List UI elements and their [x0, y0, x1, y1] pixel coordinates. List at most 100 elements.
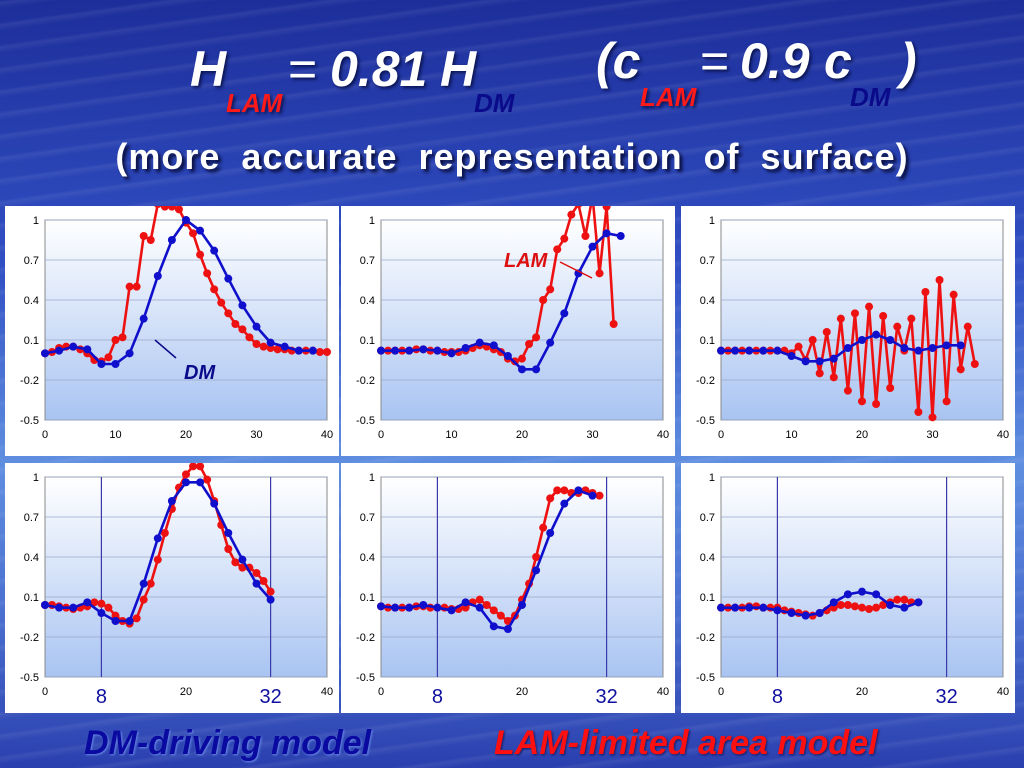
data-point-lam	[956, 365, 965, 374]
data-point-lam	[567, 210, 576, 219]
data-point-dm	[518, 601, 526, 609]
data-point-dm	[858, 336, 866, 344]
data-point-lam	[259, 577, 268, 585]
chart-panel-4: 1 0.7 0.4 0.1 -0.2 -0.5 0 8 20 32 40	[5, 463, 339, 713]
data-point-dm	[532, 365, 541, 374]
data-point-lam	[252, 569, 261, 577]
x-tick-label: 20	[856, 686, 868, 698]
chart-panel-3: 1 0.7 0.4 0.1 -0.2 -0.5 0 10 20 30 40	[681, 206, 1015, 456]
y-tick-label: -0.2	[356, 375, 375, 387]
data-point-lam	[822, 328, 831, 336]
data-point-lam	[843, 601, 852, 609]
formula-coef2: 0.9	[740, 33, 810, 89]
x-tick-label: 10	[445, 429, 457, 441]
data-point-lam	[90, 598, 99, 607]
data-point-dm	[433, 346, 442, 355]
data-point-lam	[252, 340, 261, 348]
data-point-lam	[921, 288, 930, 296]
data-point-dm	[801, 611, 810, 620]
data-point-dm	[405, 603, 414, 612]
data-point-lam	[546, 494, 555, 503]
data-point-dm	[391, 603, 400, 612]
plot-area	[380, 476, 664, 678]
data-point-dm	[773, 606, 782, 615]
formula-coef1: 0.81	[330, 41, 428, 97]
data-point-lam	[224, 545, 233, 553]
x-tick-label: 0	[378, 429, 384, 441]
y-tick-label: 0.1	[360, 335, 375, 347]
formula-open-c: (c	[596, 33, 641, 89]
data-point-dm	[182, 216, 190, 224]
data-point-dm	[815, 609, 824, 617]
data-point-dm	[238, 555, 247, 564]
data-point-dm	[419, 345, 428, 354]
data-point-dm	[153, 534, 162, 543]
data-point-dm	[41, 601, 49, 609]
y-tick-label: -0.2	[696, 632, 715, 644]
data-point-lam	[154, 206, 162, 208]
y-tick-label: 0.1	[700, 592, 715, 604]
data-point-dm	[829, 598, 838, 607]
data-point-lam	[273, 345, 282, 354]
data-point-lam	[210, 285, 219, 294]
y-tick-label: 0.4	[24, 552, 39, 564]
x-tick-label: 32	[259, 686, 281, 708]
x-tick-label: 0	[42, 429, 48, 441]
y-tick-label: -0.2	[696, 375, 715, 387]
data-point-lam	[963, 322, 972, 331]
data-point-dm	[252, 322, 261, 331]
data-point-lam	[836, 601, 845, 609]
data-point-dm	[97, 609, 106, 617]
y-tick-label: 0.4	[360, 295, 375, 307]
data-point-lam	[893, 322, 902, 331]
data-point-dm	[745, 603, 754, 612]
data-point-dm	[928, 344, 937, 352]
data-point-dm	[731, 603, 740, 612]
data-point-lam	[160, 529, 169, 537]
chart-panel-5: 1 0.7 0.4 0.1 -0.2 -0.5 0 8 20 32 40	[341, 463, 675, 713]
data-point-lam	[553, 245, 562, 254]
chart-panel-1: 1 0.7 0.4 0.1 -0.2 -0.5 0 10 20 30 40	[5, 206, 339, 456]
dm-annotation: DM	[184, 362, 216, 384]
data-point-dm	[745, 346, 754, 355]
footer-lam: LAM-limited area model	[494, 724, 878, 762]
y-tick-label: 0.7	[700, 512, 715, 524]
data-point-dm	[252, 579, 261, 588]
y-tick-label: 0.7	[24, 512, 39, 524]
data-point-dm	[280, 342, 289, 351]
y-tick-label: -0.2	[356, 632, 375, 644]
data-point-dm	[139, 579, 148, 588]
x-tick-label: 0	[42, 686, 48, 698]
data-point-lam	[203, 475, 212, 484]
data-point-lam	[139, 232, 148, 240]
x-tick-label: 10	[109, 429, 121, 441]
data-point-lam	[602, 206, 611, 211]
x-tick-label: 20	[516, 686, 528, 698]
y-tick-label: -0.5	[20, 672, 39, 684]
formula-h2: H	[440, 41, 477, 97]
data-point-dm	[377, 346, 385, 355]
data-point-dm	[731, 346, 740, 355]
x-tick-label: 0	[718, 429, 724, 441]
data-point-lam	[865, 302, 874, 311]
data-point-dm	[886, 601, 895, 609]
data-point-lam	[196, 463, 205, 471]
chart-1: 1 0.7 0.4 0.1 -0.2 -0.50 10 20 30 40	[20, 206, 333, 441]
data-point-dm	[391, 346, 400, 355]
data-point-dm	[574, 486, 583, 495]
data-point-dm	[829, 354, 838, 363]
data-point-lam	[553, 486, 562, 495]
data-point-lam	[539, 523, 548, 532]
data-point-dm	[914, 346, 923, 355]
data-point-dm	[843, 344, 852, 352]
series-line-dm	[380, 488, 593, 631]
data-point-dm	[787, 352, 796, 360]
y-tick-label: 0.7	[700, 255, 715, 267]
y-tick-label: 0.1	[360, 592, 375, 604]
x-tick-label: 8	[96, 686, 107, 708]
data-point-lam	[323, 348, 331, 356]
data-point-dm	[843, 590, 852, 599]
chart-2: 1 0.7 0.4 0.1 -0.2 -0.50 10 20 30 40	[356, 206, 669, 441]
data-point-lam	[97, 599, 106, 608]
data-point-lam	[794, 342, 803, 351]
